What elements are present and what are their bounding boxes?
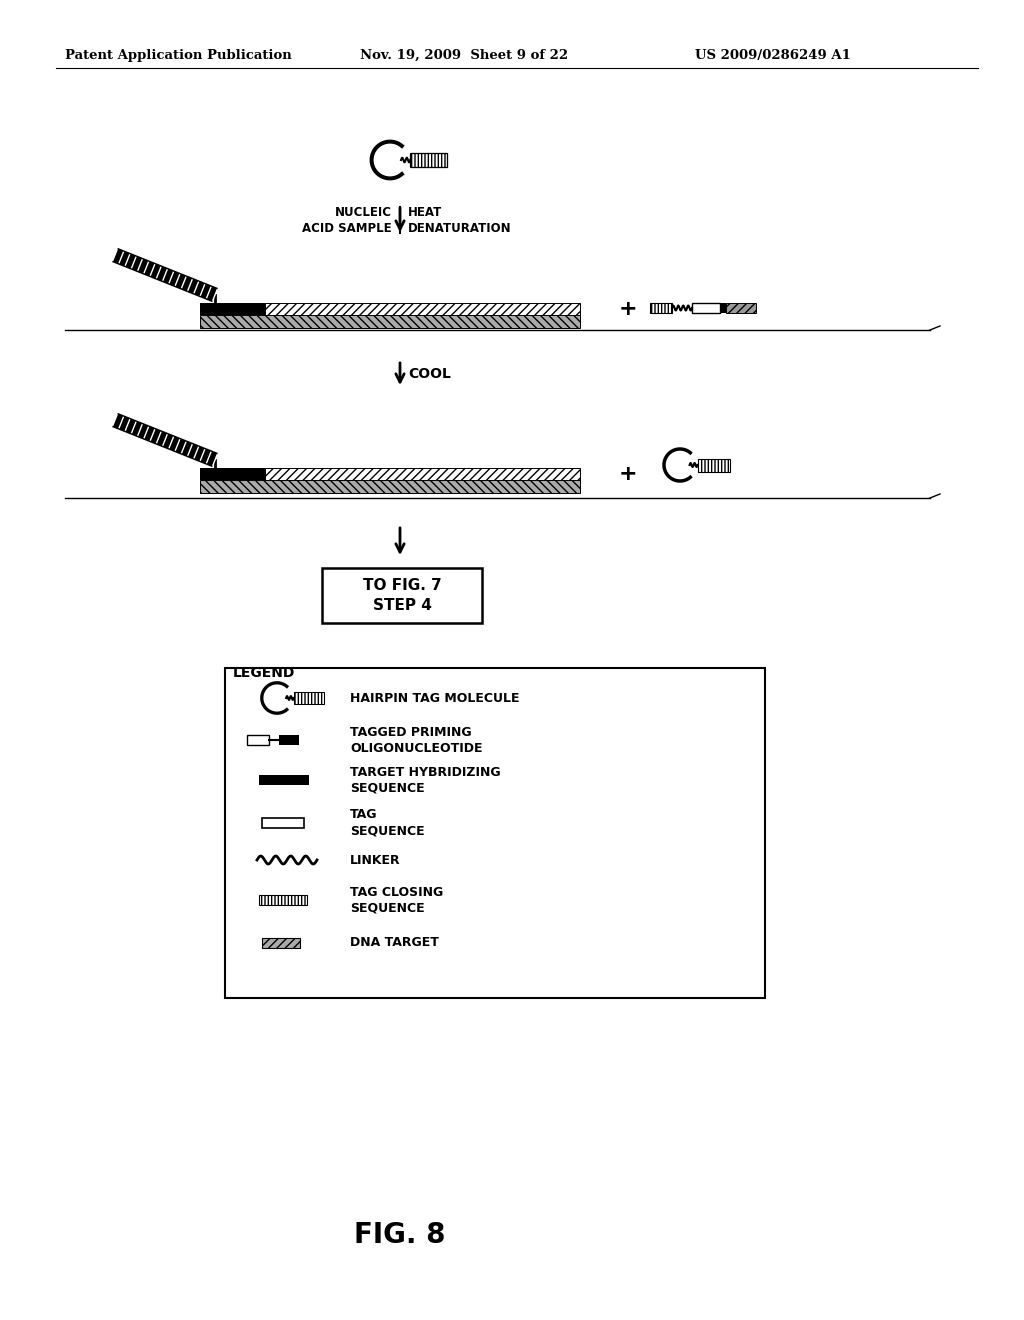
Text: TAG
SEQUENCE: TAG SEQUENCE: [350, 808, 425, 837]
Text: COOL: COOL: [408, 367, 451, 381]
Text: US 2009/0286249 A1: US 2009/0286249 A1: [695, 49, 851, 62]
Bar: [294, 692, 325, 704]
Text: DNA TARGET: DNA TARGET: [350, 936, 439, 949]
Bar: [650, 304, 672, 313]
Bar: [200, 315, 580, 327]
Text: TAGGED PRIMING
OLIGONUCLEOTIDE: TAGGED PRIMING OLIGONUCLEOTIDE: [350, 726, 482, 755]
Text: NUCLEIC
ACID SAMPLE: NUCLEIC ACID SAMPLE: [302, 206, 392, 235]
Text: HAIRPIN TAG MOLECULE: HAIRPIN TAG MOLECULE: [350, 692, 519, 705]
Text: HEAT
DENATURATION: HEAT DENATURATION: [408, 206, 512, 235]
Bar: [200, 469, 265, 480]
Bar: [697, 458, 729, 471]
Bar: [692, 304, 720, 313]
Text: TO FIG. 7
STEP 4: TO FIG. 7 STEP 4: [362, 578, 441, 614]
Text: +: +: [618, 300, 637, 319]
Bar: [262, 818, 304, 828]
Bar: [265, 469, 580, 480]
Bar: [279, 735, 299, 744]
Bar: [726, 304, 756, 313]
Bar: [259, 775, 309, 785]
Bar: [259, 895, 307, 906]
Text: LINKER: LINKER: [350, 854, 400, 866]
Text: TARGET HYBRIDIZING
SEQUENCE: TARGET HYBRIDIZING SEQUENCE: [350, 766, 501, 795]
Bar: [322, 568, 482, 623]
Bar: [200, 304, 265, 315]
Bar: [265, 304, 580, 315]
Text: FIG. 8: FIG. 8: [354, 1221, 445, 1249]
Bar: [262, 939, 300, 948]
Text: +: +: [618, 465, 637, 484]
Bar: [247, 735, 269, 744]
Bar: [200, 480, 580, 492]
Bar: [411, 153, 447, 168]
Text: LEGEND: LEGEND: [233, 667, 295, 680]
Bar: [225, 668, 765, 998]
Text: Nov. 19, 2009  Sheet 9 of 22: Nov. 19, 2009 Sheet 9 of 22: [360, 49, 568, 62]
Text: TAG CLOSING
SEQUENCE: TAG CLOSING SEQUENCE: [350, 886, 443, 915]
Bar: [720, 304, 726, 313]
Text: Patent Application Publication: Patent Application Publication: [65, 49, 292, 62]
